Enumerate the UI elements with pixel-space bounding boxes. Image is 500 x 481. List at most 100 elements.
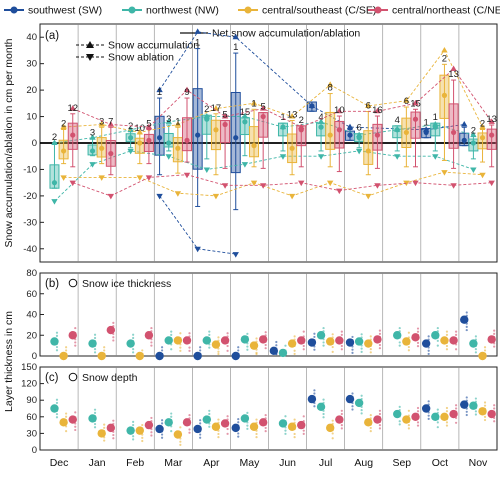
panel-c-mean-marker-sw (155, 424, 164, 434)
panel-b-ytick-label: 40 (26, 310, 37, 321)
panel-c-sample-dot-nw (208, 412, 211, 416)
panel-c-mean-marker-sw (460, 400, 469, 409)
panel-a-count-label: 9 (184, 87, 189, 98)
panel-a-median-c-ne (108, 150, 114, 157)
panel-c-sample-dot-nw (474, 410, 477, 413)
panel-c-title: Snow depth (82, 372, 138, 384)
panel-c-sample-dot-nw (93, 408, 97, 411)
panel-c-sample-dot-nw (55, 412, 59, 416)
panel-c-mean-marker-nw (393, 409, 402, 419)
panel-b-mean-marker-c-ne (487, 335, 496, 344)
panel-c-sample-dot-c-se (331, 437, 334, 440)
panel-a-count-label: 1 (175, 116, 180, 127)
panel-c-mean-marker-c-se (325, 423, 335, 433)
panel-c-sample-dot-sw (351, 405, 354, 408)
panel-c-sample-dot-nw (170, 412, 173, 415)
panel-b-sample-dot-c-ne (112, 336, 115, 339)
panel-a-ablation-marker-nw (470, 167, 477, 173)
panel-a-accumulation-marker-c-se (174, 120, 182, 127)
panel-b-sample-dot-c-se (217, 350, 220, 353)
panel-a-median-c-ne (222, 121, 228, 128)
panel-b-sample-dot-nw (170, 330, 173, 333)
panel-b-mean-marker-c-ne (68, 331, 77, 340)
panel-c-sample-dot-c-ne (112, 433, 115, 437)
panel-c-sample-dot-nw (246, 411, 249, 414)
x-tick-label-jun: Jun (279, 457, 296, 469)
legend-marker-c-ne (374, 6, 382, 14)
panel-b-sample-dot-sw (427, 349, 430, 352)
panel-a-box-c-ne (334, 120, 345, 149)
panel-a-count-label: 13 (486, 114, 497, 125)
panel-a-median-c-ne (146, 137, 152, 143)
panel-a-median-c-se (441, 92, 448, 98)
panel-c-sample-dot-c-se (331, 432, 334, 435)
panel-b-sample-dot-c-ne (454, 333, 458, 336)
panel-b-sample-dot-nw (474, 348, 477, 351)
panel-c-mean-marker-sw (193, 424, 202, 434)
panel-b-sample-dot-c-se (255, 352, 258, 356)
legend-marker-nw (128, 6, 136, 14)
panel-b-sample-dot-c-se (369, 348, 372, 351)
panel-c-mean-marker-c-se (211, 422, 221, 431)
panel-c-sample-dot-c-se (369, 414, 372, 417)
panel-c-sample-dot-c-se (407, 427, 410, 430)
panel-a-accumulation-marker-sw (346, 123, 354, 130)
panel-c-mean-marker-nw (202, 415, 212, 424)
panel-c-letter: (c) (45, 372, 59, 384)
panel-c-sample-dot-c-se (445, 406, 449, 410)
panel-c-sample-dot-sw (199, 436, 202, 439)
panel-b-sample-dot-c-ne (112, 321, 115, 324)
panel-a-box-c-ne (220, 120, 231, 144)
panel-b-sample-dot-c-ne (340, 348, 343, 351)
panel-c-sample-dot-sw (199, 419, 202, 422)
panel-a-ablation-marker-c-ne (69, 180, 76, 187)
panel-b-sample-dot-c-se (141, 349, 144, 352)
panel-a-median-c-se (213, 127, 219, 133)
panel-b-mean-marker-c-se (402, 337, 411, 346)
panel-c-sample-dot-c-se (483, 415, 487, 418)
panel-c-sample-dot-nw (93, 411, 97, 414)
panel-b-sample-dot-c-ne (226, 344, 229, 348)
panel-a-median-c-ne (489, 132, 495, 138)
panel-c-mean-marker-c-ne (68, 415, 77, 424)
panel-a-count-label: 1 (251, 98, 256, 109)
panel-b-sample-dot-c-ne (150, 344, 153, 347)
panel-a-ablation-marker-nw (317, 154, 325, 160)
panel-c-mean-marker-c-se (287, 422, 297, 431)
panel-b-sample-dot-nw (208, 330, 211, 333)
panel-b-sample-dot-c-se (369, 351, 372, 354)
panel-b-sample-dot-c-se (483, 346, 487, 349)
x-tick-label-mar: Mar (164, 457, 183, 469)
panel-c-mean-marker-nw (316, 402, 326, 412)
panel-b-sample-dot-c-se (407, 345, 410, 349)
panel-a-median-c-ne (70, 132, 76, 138)
panel-c-sample-dot-nw (93, 426, 97, 429)
panel-b-sample-dot-c-ne (340, 344, 343, 348)
panel-b-sample-dot-c-ne (264, 331, 267, 334)
panel-a-accumulation-marker-c-se (250, 99, 258, 106)
x-tick-label-aug: Aug (354, 457, 373, 469)
panel-a-ablation-marker-nw (279, 154, 287, 160)
panel-a-accumulation-marker-c-ne (145, 123, 153, 130)
panel-b-sample-dot-nw (398, 326, 401, 330)
panel-b-sample-dot-c-se (445, 333, 449, 336)
panel-a-ablation-line-nw (54, 150, 474, 202)
panel-a-count-label: 6 (404, 96, 409, 107)
panel-b-sample-dot-c-se (445, 344, 449, 348)
panel-a-count-label: 7 (108, 116, 113, 127)
panel-c-sample-dot-nw (360, 412, 363, 415)
panel-b-title: Snow ice thickness (82, 278, 171, 290)
legend-label-sw: southwest (SW) (28, 5, 102, 17)
panel-a-count-label: 5 (146, 119, 151, 130)
panel-b-sample-dot-c-se (179, 349, 182, 352)
panel-b-sample-dot-sw (465, 325, 468, 328)
panel-c-sample-dot-nw (398, 405, 401, 408)
panel-a-ytick-label: 0 (32, 138, 37, 149)
panel-a-ablation-marker-nw (51, 199, 58, 205)
panel-b-sample-dot-c-se (293, 349, 296, 352)
legend-marker-c-se (244, 6, 252, 14)
panel-a-median-c-se (175, 145, 181, 151)
panel-c-sample-dot-nw (436, 421, 439, 424)
panel-a-ablation-marker-c-se (136, 175, 143, 181)
panel-c-sample-dot-c-ne (302, 415, 305, 418)
